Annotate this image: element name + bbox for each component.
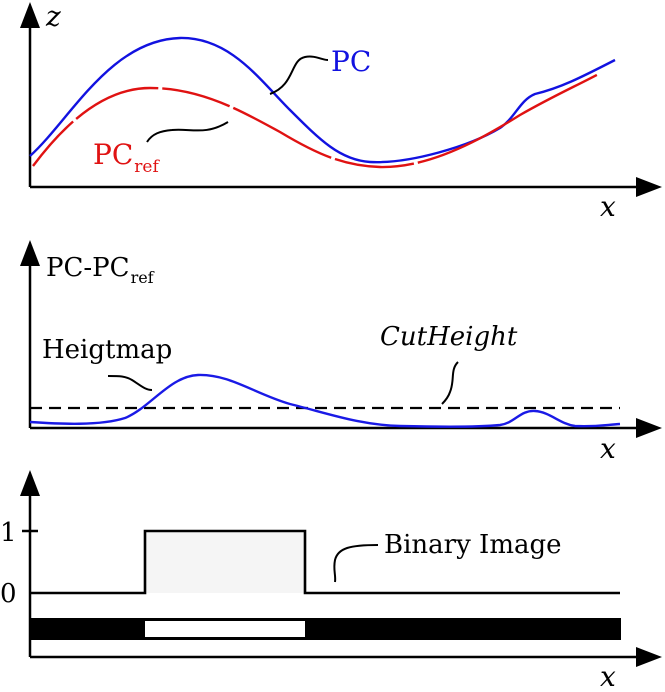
cutheight-label-leader — [441, 361, 459, 405]
pc-label: PC — [331, 45, 371, 78]
binary-image-strip — [30, 618, 621, 640]
pc-ref-curve — [32, 60, 621, 169]
binary-image-label: Binary Image — [384, 530, 562, 560]
middle-panel: PC-PCref x Heigtmap CutHeight — [20, 240, 662, 465]
pc-curve — [29, 36, 616, 164]
binary-axis-arrowhead — [20, 470, 40, 496]
x-axis-top-arrowhead — [636, 177, 662, 197]
pc-ref-label-leader — [146, 121, 229, 143]
pc-ref-label: PCref — [93, 138, 160, 177]
top-panel: z x PC PCref — [20, 0, 662, 223]
pc-label-leader — [269, 55, 329, 95]
x-axis-middle-arrowhead — [636, 418, 662, 438]
x-axis-label-bottom: x — [600, 660, 616, 687]
heightmap-label-leader — [107, 375, 153, 391]
heightmap-curve — [29, 373, 621, 428]
x-axis-label-top: x — [600, 190, 616, 223]
tick-label-0: 0 — [0, 579, 17, 609]
difference-axis-label-main: PC-PC — [46, 253, 130, 283]
z-axis-label: z — [45, 0, 61, 33]
heightmap-label: Heigtmap — [42, 335, 172, 365]
difference-axis-label-sub: ref — [131, 268, 155, 287]
tick-label-1: 1 — [0, 518, 17, 548]
bottom-panel: x 1 0 Binary Image — [0, 470, 662, 692]
z-axis-arrowhead — [20, 2, 40, 28]
binary-image-label-leader — [333, 544, 379, 583]
difference-axis-label: PC-PCref — [46, 253, 155, 287]
difference-axis-arrowhead — [20, 240, 40, 266]
x-axis-label-middle: x — [600, 432, 616, 465]
binary-image-white-segment — [145, 621, 305, 637]
binary-high-region — [145, 531, 305, 593]
pc-ref-label-main: PC — [93, 138, 133, 171]
x-axis-bottom-arrowhead — [636, 647, 662, 667]
cutheight-label: CutHeight — [380, 322, 518, 352]
pc-ref-label-sub: ref — [134, 157, 160, 177]
binary-signal — [30, 529, 620, 595]
